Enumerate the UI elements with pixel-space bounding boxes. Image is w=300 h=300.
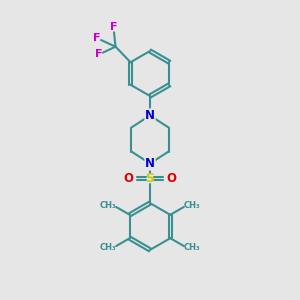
Text: CH₃: CH₃ [184, 243, 200, 252]
Text: F: F [93, 33, 101, 43]
Text: O: O [124, 172, 134, 185]
Text: CH₃: CH₃ [100, 243, 116, 252]
Text: N: N [145, 157, 155, 170]
Text: O: O [166, 172, 176, 185]
Text: N: N [145, 109, 155, 122]
Text: CH₃: CH₃ [184, 201, 200, 210]
Text: F: F [110, 22, 118, 32]
Text: F: F [95, 50, 103, 59]
Text: CH₃: CH₃ [100, 201, 116, 210]
Text: S: S [146, 172, 154, 185]
